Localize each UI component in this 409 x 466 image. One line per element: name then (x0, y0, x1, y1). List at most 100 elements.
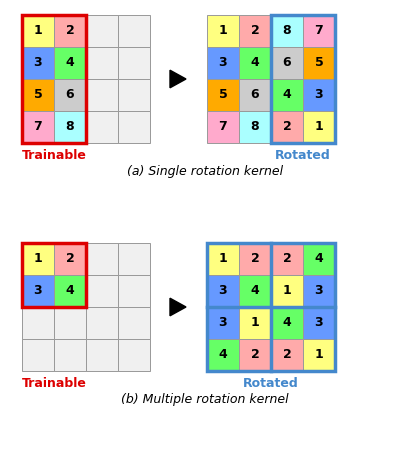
Bar (22, 79, 54, 111)
Bar (54, 47, 86, 79)
Bar (238, 79, 270, 111)
Text: 3: 3 (218, 285, 227, 297)
Bar (302, 339, 334, 371)
Text: 3: 3 (314, 285, 323, 297)
Bar (86, 79, 118, 111)
Text: 3: 3 (34, 56, 42, 69)
Bar (54, 243, 86, 275)
Bar (54, 15, 86, 47)
Bar (118, 307, 150, 339)
Bar (207, 47, 238, 79)
Text: 7: 7 (314, 25, 323, 37)
Text: 4: 4 (250, 285, 259, 297)
Bar (302, 47, 334, 79)
Text: 7: 7 (34, 121, 42, 133)
Bar (207, 307, 238, 339)
Text: 1: 1 (34, 253, 42, 266)
Bar (270, 79, 302, 111)
Bar (238, 243, 270, 275)
Bar (302, 79, 334, 111)
Text: 1: 1 (218, 25, 227, 37)
Text: 2: 2 (65, 253, 74, 266)
Bar (54, 111, 86, 143)
Bar (22, 243, 54, 275)
Bar (270, 307, 302, 339)
Bar (270, 243, 302, 275)
Bar (302, 111, 334, 143)
Bar (238, 15, 270, 47)
Bar (54, 275, 86, 307)
Bar (302, 15, 334, 47)
Text: 5: 5 (314, 56, 323, 69)
Bar (22, 243, 86, 307)
Text: 1: 1 (314, 349, 323, 362)
Bar (238, 307, 270, 339)
Bar (118, 79, 150, 111)
Text: 2: 2 (250, 25, 259, 37)
Text: 2: 2 (282, 121, 291, 133)
Bar (207, 15, 238, 47)
Bar (22, 339, 54, 371)
Text: (b) Multiple rotation kernel: (b) Multiple rotation kernel (121, 393, 288, 406)
Text: 5: 5 (34, 89, 42, 102)
Text: 6: 6 (65, 89, 74, 102)
Text: 4: 4 (218, 349, 227, 362)
Text: 2: 2 (250, 253, 259, 266)
Bar (86, 47, 118, 79)
Text: 1: 1 (314, 121, 323, 133)
Bar (22, 275, 54, 307)
Text: 4: 4 (282, 316, 291, 329)
Bar (207, 339, 238, 371)
Text: 7: 7 (218, 121, 227, 133)
Text: 2: 2 (65, 25, 74, 37)
Bar (86, 275, 118, 307)
Polygon shape (170, 298, 186, 316)
Text: 4: 4 (282, 89, 291, 102)
Bar (302, 307, 334, 339)
Text: 4: 4 (65, 285, 74, 297)
Bar (86, 111, 118, 143)
Bar (207, 111, 238, 143)
Text: 8: 8 (65, 121, 74, 133)
Text: 1: 1 (34, 25, 42, 37)
Text: 3: 3 (314, 89, 323, 102)
Bar (238, 275, 270, 307)
Text: 1: 1 (250, 316, 259, 329)
Bar (118, 275, 150, 307)
Bar (270, 275, 302, 307)
Polygon shape (170, 70, 186, 88)
Text: 4: 4 (250, 56, 259, 69)
Bar (86, 307, 118, 339)
Text: 2: 2 (282, 253, 291, 266)
Bar (207, 275, 238, 307)
Bar (238, 111, 270, 143)
Bar (54, 307, 86, 339)
Text: 2: 2 (250, 349, 259, 362)
Text: 4: 4 (65, 56, 74, 69)
Bar (207, 243, 238, 275)
Text: Trainable: Trainable (22, 149, 86, 162)
Bar (22, 15, 54, 47)
Bar (238, 339, 270, 371)
Bar (207, 243, 334, 371)
Bar (54, 79, 86, 111)
Bar (118, 47, 150, 79)
Bar (118, 243, 150, 275)
Text: 3: 3 (314, 316, 323, 329)
Text: 5: 5 (218, 89, 227, 102)
Text: 6: 6 (282, 56, 291, 69)
Text: 1: 1 (282, 285, 291, 297)
Bar (86, 339, 118, 371)
Bar (270, 15, 334, 143)
Text: 8: 8 (250, 121, 258, 133)
Text: 3: 3 (218, 316, 227, 329)
Text: Rotated: Rotated (243, 377, 298, 390)
Text: 3: 3 (34, 285, 42, 297)
Bar (270, 339, 302, 371)
Text: 6: 6 (250, 89, 258, 102)
Bar (118, 15, 150, 47)
Bar (86, 243, 118, 275)
Bar (118, 339, 150, 371)
Text: 4: 4 (314, 253, 323, 266)
Text: 1: 1 (218, 253, 227, 266)
